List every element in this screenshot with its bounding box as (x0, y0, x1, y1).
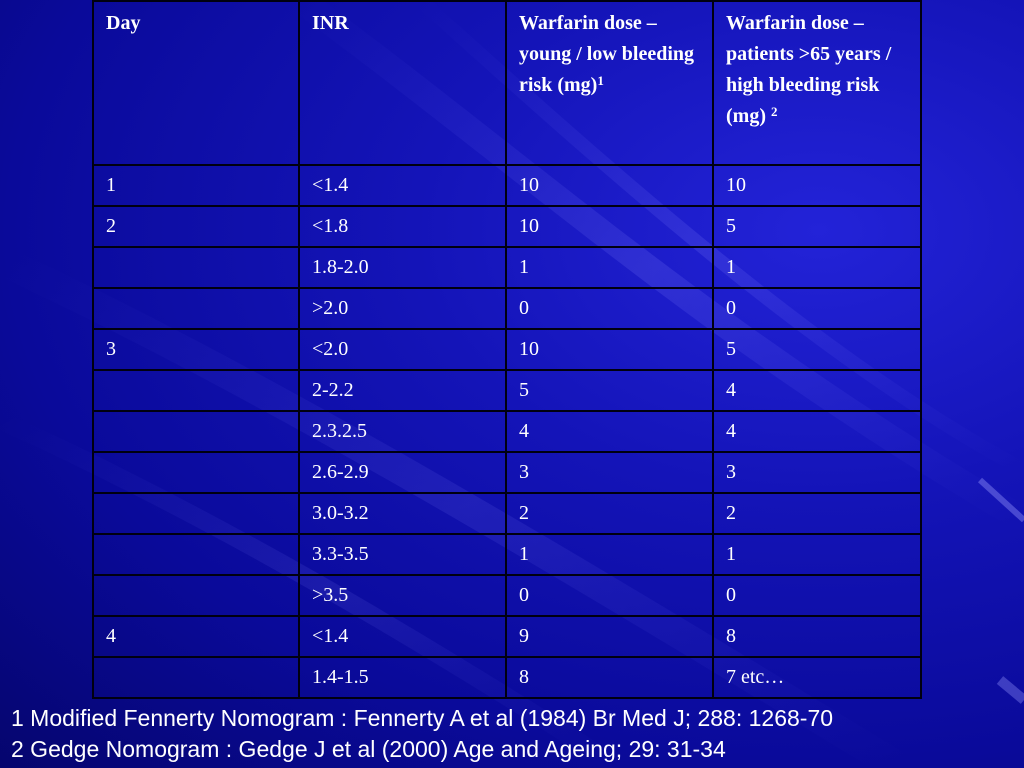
cell-day (92, 533, 300, 576)
table-row: 2-2.2 5 4 (92, 369, 922, 412)
cell-elderly-dose: 2 (712, 492, 922, 535)
table-row: >2.0 0 0 (92, 287, 922, 330)
cell-elderly-dose: 1 (712, 533, 922, 576)
table-row: 1.8-2.0 1 1 (92, 246, 922, 289)
cell-elderly-dose: 3 (712, 451, 922, 494)
cell-day: 2 (92, 205, 300, 248)
cell-inr: <1.8 (298, 205, 507, 248)
footnote-2: 2 Gedge Nomogram : Gedge J et al (2000) … (11, 736, 726, 762)
cell-inr: 1.4-1.5 (298, 656, 507, 699)
table-header-row: Day INR Warfarin dose – young / low blee… (92, 0, 922, 166)
cell-elderly-dose: 1 (712, 246, 922, 289)
footnote-ref-1: 1 (597, 73, 604, 88)
cell-young-dose: 9 (505, 615, 714, 658)
cell-elderly-dose: 4 (712, 410, 922, 453)
cell-inr: <1.4 (298, 615, 507, 658)
header-elderly-dose: Warfarin dose – patients >65 years / hig… (712, 0, 922, 166)
cell-young-dose: 2 (505, 492, 714, 535)
cell-young-dose: 0 (505, 287, 714, 330)
cell-inr: <1.4 (298, 164, 507, 207)
cell-day (92, 574, 300, 617)
table-row: 2 <1.8 10 5 (92, 205, 922, 248)
table-row: 2.3.2.5 4 4 (92, 410, 922, 453)
table-row: 3 <2.0 10 5 (92, 328, 922, 371)
footnote-1: 1 Modified Fennerty Nomogram : Fennerty … (11, 705, 834, 731)
cell-young-dose: 10 (505, 164, 714, 207)
table-body: 1 <1.4 10 10 2 <1.8 10 5 1.8-2.0 1 1 >2.0 0 0 3 <2.0 10 5… (92, 164, 922, 699)
cell-young-dose: 5 (505, 369, 714, 412)
cell-inr: >3.5 (298, 574, 507, 617)
cell-young-dose: 10 (505, 328, 714, 371)
footnotes: 1 Modified Fennerty Nomogram : Fennerty … (11, 703, 833, 765)
table-row: 1 <1.4 10 10 (92, 164, 922, 207)
header-inr: INR (298, 0, 507, 166)
cell-elderly-dose: 4 (712, 369, 922, 412)
cell-elderly-dose: 0 (712, 574, 922, 617)
header-day: Day (92, 0, 300, 166)
cell-inr: <2.0 (298, 328, 507, 371)
cell-day (92, 410, 300, 453)
cell-young-dose: 1 (505, 533, 714, 576)
cell-inr: 2.3.2.5 (298, 410, 507, 453)
cell-elderly-dose: 5 (712, 328, 922, 371)
cell-inr: 2-2.2 (298, 369, 507, 412)
cell-day: 1 (92, 164, 300, 207)
warfarin-dose-table: Day INR Warfarin dose – young / low blee… (92, 0, 922, 699)
cell-inr: 1.8-2.0 (298, 246, 507, 289)
cell-young-dose: 10 (505, 205, 714, 248)
cell-young-dose: 0 (505, 574, 714, 617)
cell-inr: 2.6-2.9 (298, 451, 507, 494)
cell-day (92, 287, 300, 330)
cell-elderly-dose: 7 etc… (712, 656, 922, 699)
cell-day: 4 (92, 615, 300, 658)
table-row: 4 <1.4 9 8 (92, 615, 922, 658)
cell-young-dose: 4 (505, 410, 714, 453)
table-row: 2.6-2.9 3 3 (92, 451, 922, 494)
cell-day (92, 246, 300, 289)
table-row: 1.4-1.5 8 7 etc… (92, 656, 922, 699)
table-row: 3.0-3.2 2 2 (92, 492, 922, 535)
header-young-dose: Warfarin dose – young / low bleeding ris… (505, 0, 714, 166)
table-row: 3.3-3.5 1 1 (92, 533, 922, 576)
cell-young-dose: 8 (505, 656, 714, 699)
footnote-ref-2: 2 (770, 104, 778, 119)
cell-day (92, 451, 300, 494)
cell-day (92, 492, 300, 535)
table-row: >3.5 0 0 (92, 574, 922, 617)
cell-inr: 3.3-3.5 (298, 533, 507, 576)
cell-day (92, 656, 300, 699)
cell-inr: >2.0 (298, 287, 507, 330)
cell-young-dose: 1 (505, 246, 714, 289)
cell-day: 3 (92, 328, 300, 371)
cell-inr: 3.0-3.2 (298, 492, 507, 535)
cell-elderly-dose: 10 (712, 164, 922, 207)
cell-elderly-dose: 0 (712, 287, 922, 330)
cell-young-dose: 3 (505, 451, 714, 494)
cell-elderly-dose: 8 (712, 615, 922, 658)
cell-day (92, 369, 300, 412)
cell-elderly-dose: 5 (712, 205, 922, 248)
